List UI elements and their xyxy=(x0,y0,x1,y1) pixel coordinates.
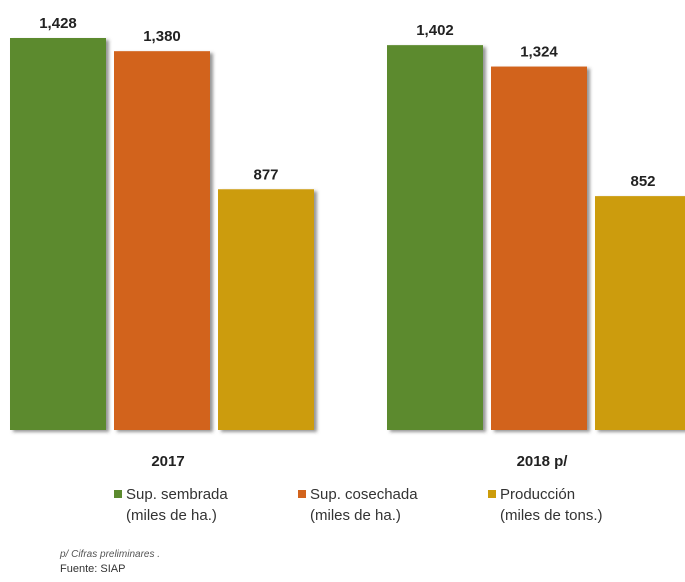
chart-plot: 1,428 1,380 877 2017 1,402 1,324 852 2018 p/ xyxy=(10,15,685,470)
legend-swatch-3 xyxy=(488,490,496,498)
legend-label-2: Sup. cosechada (miles de ha.) xyxy=(310,484,418,526)
legend-item-3: Producción (miles de tons.) xyxy=(488,484,603,526)
bar-2-2 xyxy=(491,66,587,431)
value-label-3-2: 852 xyxy=(630,173,655,190)
value-label-2-1: 1,380 xyxy=(143,28,181,45)
bar-3-2 xyxy=(595,196,685,430)
value-label-3-1: 877 xyxy=(253,166,278,183)
legend-label-line2: (miles de ha.) xyxy=(310,507,401,524)
bar-3-1 xyxy=(218,189,314,430)
category-label-1: 2017 xyxy=(151,453,184,470)
legend-item-1: Sup. sembrada (miles de ha.) xyxy=(114,484,228,526)
legend: Sup. sembrada (miles de ha.) Sup. cosechad… xyxy=(0,484,685,534)
legend-label-line2: (miles de tons.) xyxy=(500,507,603,524)
bar-2-1 xyxy=(114,51,210,430)
legend-swatch-1 xyxy=(114,490,122,498)
legend-item-2: Sup. cosechada (miles de ha.) xyxy=(298,484,418,526)
value-label-2-2: 1,324 xyxy=(520,44,558,61)
bar-1-1 xyxy=(10,38,106,430)
legend-swatch-2 xyxy=(298,490,306,498)
preliminary-note: p/ Cifras preliminares . xyxy=(60,549,161,560)
legend-label-line1: Sup. cosechada xyxy=(310,486,418,503)
legend-label-line1: Sup. sembrada xyxy=(126,486,228,503)
legend-label-line1: Producción xyxy=(500,486,576,503)
bar-1-2 xyxy=(387,45,483,430)
footnotes: p/ Cifras preliminares . Fuente: SIAP xyxy=(60,548,160,576)
legend-label-3: Producción (miles de tons.) xyxy=(500,484,603,526)
category-label-2: 2018 p/ xyxy=(517,453,569,470)
value-label-1-1: 1,428 xyxy=(39,15,77,32)
legend-label-1: Sup. sembrada (miles de ha.) xyxy=(126,484,228,526)
legend-label-line2: (miles de ha.) xyxy=(126,507,217,524)
value-label-1-2: 1,402 xyxy=(416,22,454,39)
source-note: Fuente: SIAP xyxy=(60,563,126,575)
